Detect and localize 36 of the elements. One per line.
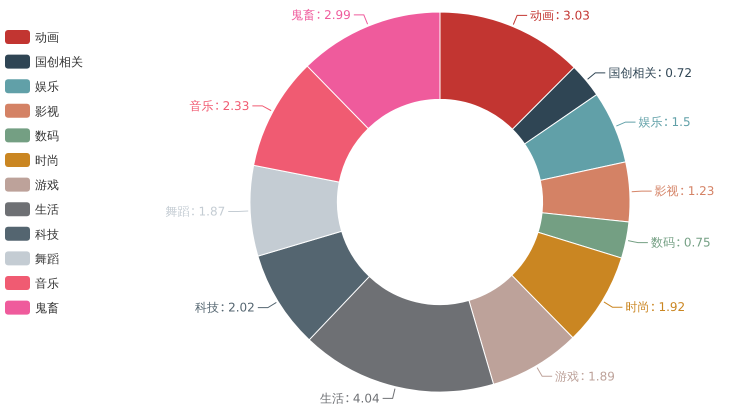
slice-label: 影视 <box>654 184 679 198</box>
legend-label: 国创相关 <box>35 55 83 70</box>
data-label: 4.04 <box>352 391 380 406</box>
data-label: 3.03 <box>563 8 590 22</box>
legend-label: 生活 <box>35 202 59 217</box>
data-label: 2.99 <box>324 8 351 22</box>
data-label: 1.23 <box>688 184 714 198</box>
slice-label: 游戏 <box>555 369 580 384</box>
slice-label: 时尚 <box>625 300 650 314</box>
slice-label: 生活 <box>320 391 344 406</box>
data-label: 2.33 <box>222 98 250 113</box>
slice-label: 舞蹈 <box>166 204 190 219</box>
data-label: 0.75 <box>684 236 711 250</box>
data-label: 0.72 <box>665 66 692 80</box>
slice-label: 科技 <box>195 300 220 315</box>
legend-label: 舞蹈 <box>35 252 59 266</box>
slice-label: 娱乐 <box>638 115 663 130</box>
slice-label: 鬼畜 <box>291 8 316 22</box>
data-label: 1.92 <box>658 300 686 314</box>
slice-label: 国创相关 <box>608 66 656 80</box>
data-label: 2.02 <box>228 300 255 315</box>
legend-label: 游戏 <box>35 178 59 192</box>
legend-label: 影视 <box>35 104 59 118</box>
data-label: 1.89 <box>588 369 615 384</box>
data-label: 1.5 <box>672 115 691 130</box>
slice-label: 音乐 <box>190 98 214 113</box>
legend-label: 音乐 <box>35 276 59 290</box>
legend-label: 时尚 <box>35 154 59 168</box>
data-label: 1.87 <box>198 204 226 219</box>
legend-label: 数码 <box>35 128 59 143</box>
legend-label: 动画 <box>35 30 59 44</box>
legend-label: 鬼畜 <box>35 301 59 316</box>
slice-label: 数码 <box>650 236 675 250</box>
legend-label: 娱乐 <box>35 80 59 94</box>
slice-label: 动画 <box>530 8 554 22</box>
legend-label: 科技 <box>35 227 59 242</box>
